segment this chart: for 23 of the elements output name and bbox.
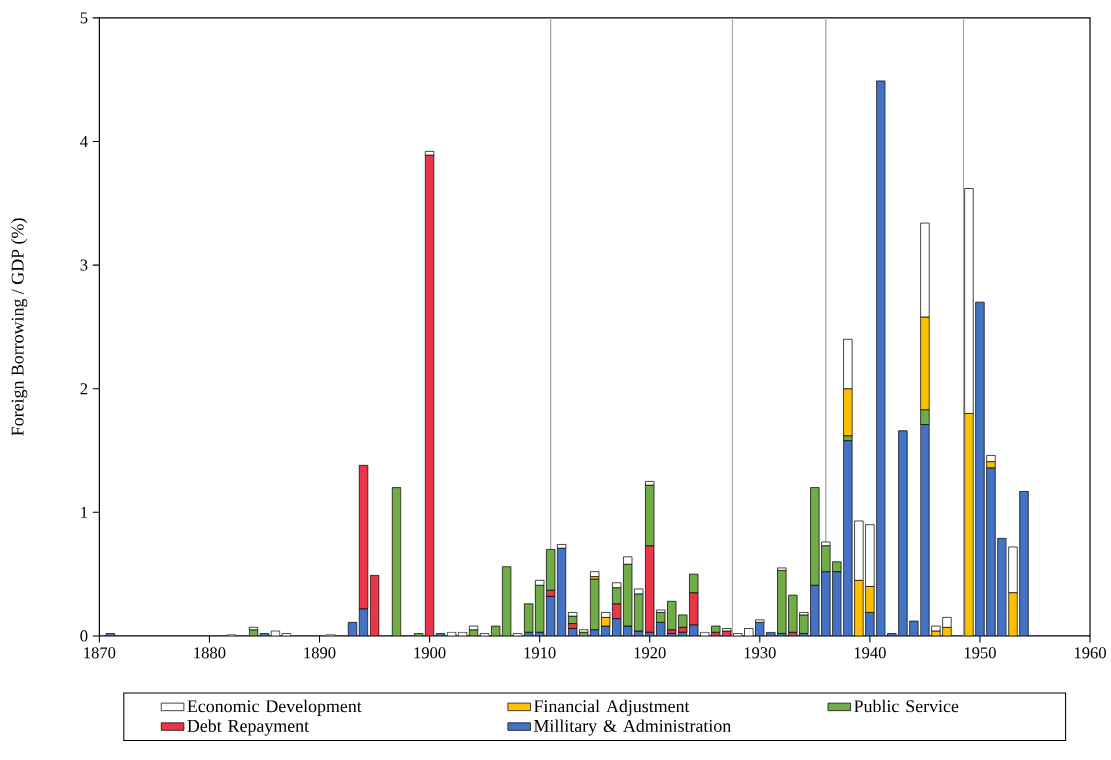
y-tick-label: 3	[80, 259, 88, 271]
x-tick-label: 1920	[634, 647, 666, 659]
y-tick-label: 5	[80, 12, 88, 24]
legend-label: Millitary & Administration	[534, 719, 731, 736]
bar	[590, 571, 600, 577]
y-axis-title: Foreign Borrowing / GDP (%)	[11, 218, 28, 436]
x-tick-label: 1940	[854, 647, 886, 659]
legend-label: Public Service	[854, 699, 959, 713]
legend-label: Economic Development	[187, 699, 362, 716]
y-tick-label: 2	[80, 383, 88, 395]
x-tick-label: 1930	[744, 647, 776, 659]
x-tick-label: 1900	[414, 647, 446, 659]
y-tick-label: 0	[80, 630, 88, 642]
x-tick-label: 1870	[84, 647, 116, 659]
x-tick-label: 1950	[964, 647, 996, 659]
x-tick-label: 1960	[1074, 647, 1106, 659]
legend-label: Debt Repayment	[187, 719, 309, 736]
y-tick-label: 4	[80, 135, 88, 147]
x-tick-label: 1890	[304, 647, 336, 659]
y-tick-label: 1	[81, 506, 88, 518]
x-tick-label: 1910	[524, 647, 556, 659]
legend-label: Financial Adjustment	[534, 699, 690, 716]
x-tick-label: 1880	[194, 647, 226, 659]
